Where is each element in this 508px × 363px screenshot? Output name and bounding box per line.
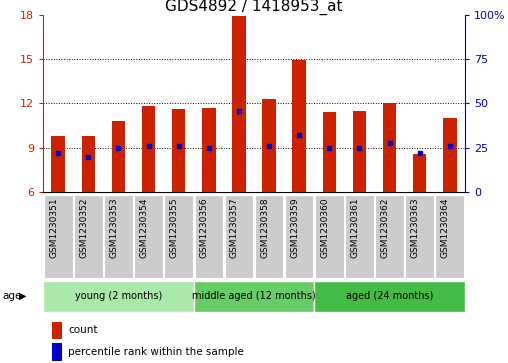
Bar xyxy=(285,195,313,278)
Text: GSM1230358: GSM1230358 xyxy=(260,197,269,258)
Bar xyxy=(315,195,343,278)
Bar xyxy=(413,154,426,192)
Text: age: age xyxy=(3,291,22,301)
Bar xyxy=(443,118,457,192)
Bar xyxy=(405,195,434,278)
Text: GSM1230364: GSM1230364 xyxy=(441,197,450,258)
Title: GDS4892 / 1418953_at: GDS4892 / 1418953_at xyxy=(165,0,343,15)
Bar xyxy=(383,103,396,192)
Bar xyxy=(82,136,95,192)
Bar xyxy=(375,195,404,278)
Bar xyxy=(232,16,246,192)
Text: GSM1230355: GSM1230355 xyxy=(170,197,179,258)
Text: GSM1230356: GSM1230356 xyxy=(200,197,209,258)
Bar xyxy=(112,121,125,192)
Bar xyxy=(134,195,163,278)
Text: ▶: ▶ xyxy=(19,291,27,301)
Text: GSM1230362: GSM1230362 xyxy=(380,197,390,258)
Bar xyxy=(345,195,374,278)
Bar xyxy=(172,109,185,192)
Text: GSM1230354: GSM1230354 xyxy=(140,197,148,258)
Bar xyxy=(194,281,314,312)
Text: percentile rank within the sample: percentile rank within the sample xyxy=(69,347,244,357)
Text: GSM1230363: GSM1230363 xyxy=(410,197,420,258)
Text: young (2 months): young (2 months) xyxy=(75,291,162,301)
Bar xyxy=(262,99,276,192)
Bar xyxy=(165,195,193,278)
Text: GSM1230360: GSM1230360 xyxy=(320,197,329,258)
Bar xyxy=(314,281,465,312)
Text: middle aged (12 months): middle aged (12 months) xyxy=(192,291,316,301)
Bar xyxy=(293,61,306,192)
Bar xyxy=(52,343,62,361)
Text: GSM1230357: GSM1230357 xyxy=(230,197,239,258)
Text: GSM1230359: GSM1230359 xyxy=(290,197,299,258)
Text: GSM1230352: GSM1230352 xyxy=(79,197,88,258)
Bar xyxy=(202,108,215,192)
Text: GSM1230361: GSM1230361 xyxy=(351,197,360,258)
Bar xyxy=(43,281,194,312)
Bar xyxy=(323,113,336,192)
Bar xyxy=(225,195,253,278)
Text: aged (24 months): aged (24 months) xyxy=(346,291,433,301)
Bar xyxy=(74,195,103,278)
Bar xyxy=(195,195,223,278)
Bar xyxy=(353,111,366,192)
Text: count: count xyxy=(69,325,98,335)
Bar xyxy=(44,195,73,278)
Bar xyxy=(255,195,283,278)
Bar xyxy=(104,195,133,278)
Text: GSM1230353: GSM1230353 xyxy=(109,197,118,258)
Bar xyxy=(142,106,155,192)
Bar xyxy=(435,195,464,278)
Text: GSM1230351: GSM1230351 xyxy=(49,197,58,258)
Bar xyxy=(51,136,65,192)
Bar xyxy=(52,322,62,339)
